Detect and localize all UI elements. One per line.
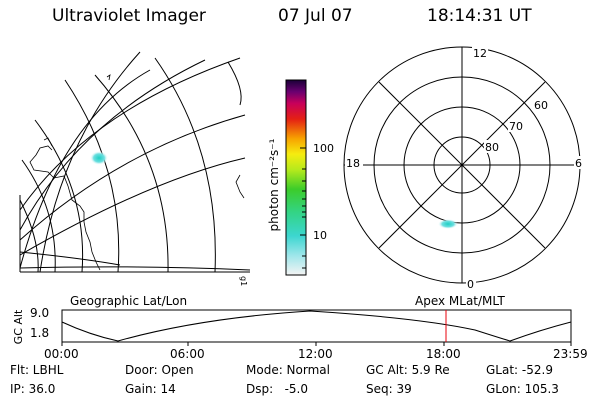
color-bar [285, 79, 307, 276]
time-tick-0600: 06:00 [170, 347, 205, 361]
label-mask-12 [472, 46, 488, 59]
coastline [43, 137, 53, 147]
coastline [29, 145, 101, 271]
map-grid-arc [19, 266, 251, 271]
apex-caption: Apex MLat/MLT [415, 294, 505, 308]
label-mask-18 [345, 156, 363, 169]
mlt-label-0: 0 [467, 278, 474, 291]
time-tick-1200: 12:00 [298, 347, 333, 361]
coastline [106, 74, 111, 81]
seq-status: Seq: 39 [366, 382, 412, 396]
label-mask-6 [574, 156, 584, 169]
label-mask-60 [533, 98, 551, 111]
map-grid-arc [34, 119, 84, 273]
time-label: 18:14:31 UT [427, 6, 532, 26]
label-mask-70 [508, 119, 526, 132]
map-grid-arc [19, 69, 151, 269]
label-mask-80 [484, 140, 502, 153]
time-tick-2359: 23:59 [553, 347, 588, 361]
map-grid-arc [94, 74, 169, 273]
map-grid-arc [39, 51, 141, 273]
instrument-title: Ultraviolet Imager [52, 6, 206, 26]
mlt-label-6: 6 [575, 157, 582, 170]
altitude-plot-frame [61, 309, 572, 343]
altitude-curve [61, 310, 572, 342]
coastline [235, 174, 245, 199]
map-grid-arc [19, 59, 206, 231]
door-status: Door: Open [125, 363, 194, 377]
polar-aurora-spot [438, 219, 458, 229]
map-grid-arc [19, 57, 241, 211]
mlt-label-12: 12 [473, 47, 487, 60]
map-grid-arc [19, 199, 39, 273]
mode-status: Mode: Normal [246, 363, 330, 377]
geographic-map [19, 51, 251, 273]
filter-status: Flt: LBHL [10, 363, 64, 377]
ip-status: IP: 36.0 [10, 382, 56, 396]
geo-map-caption: Geographic Lat/Lon [70, 294, 188, 308]
mlat-label-60: 60 [534, 99, 548, 112]
map-grid-arc [19, 157, 246, 256]
time-tick-0000: 00:00 [44, 347, 79, 361]
color-bar-ticks [300, 147, 306, 269]
date-label: 07 Jul 07 [278, 6, 353, 26]
gain-status: Gain: 14 [125, 382, 176, 396]
mlat-label-70: 70 [509, 120, 523, 133]
polar-plot [343, 46, 581, 284]
map-grid-arc [227, 61, 242, 106]
color-bar-tick-100: 100 [313, 142, 334, 155]
mlat-label-80: 80 [485, 141, 499, 154]
map-grid-arc [19, 251, 121, 266]
dsp-status: Dsp: -5.0 [246, 382, 309, 396]
color-bar-tick-10: 10 [313, 229, 327, 242]
geo-map-corner-label: g1 [239, 276, 248, 286]
map-grid-arc [154, 57, 216, 273]
mlt-line-diagonal [378, 81, 546, 249]
altitude-axis-label: GC Alt [12, 309, 25, 344]
time-tick-1800: 18:00 [426, 347, 461, 361]
mlt-label-18: 18 [346, 157, 360, 170]
gc-alt-status: GC Alt: 5.9 Re [366, 363, 450, 377]
map-grid-arc [19, 114, 246, 241]
label-mask-0 [466, 277, 476, 290]
glat-status: GLat: -52.9 [486, 363, 553, 377]
altitude-y-tick-max: 9.0 [30, 306, 50, 320]
altitude-y-tick-min: 1.8 [30, 326, 50, 340]
map-grid-arc [64, 79, 120, 273]
map-grid-arc [21, 159, 56, 273]
geo-aurora-spot [90, 151, 108, 165]
color-bar-unit-label: photon cm⁻²s⁻¹ [267, 138, 281, 231]
glon-status: GLon: 105.3 [486, 382, 559, 396]
